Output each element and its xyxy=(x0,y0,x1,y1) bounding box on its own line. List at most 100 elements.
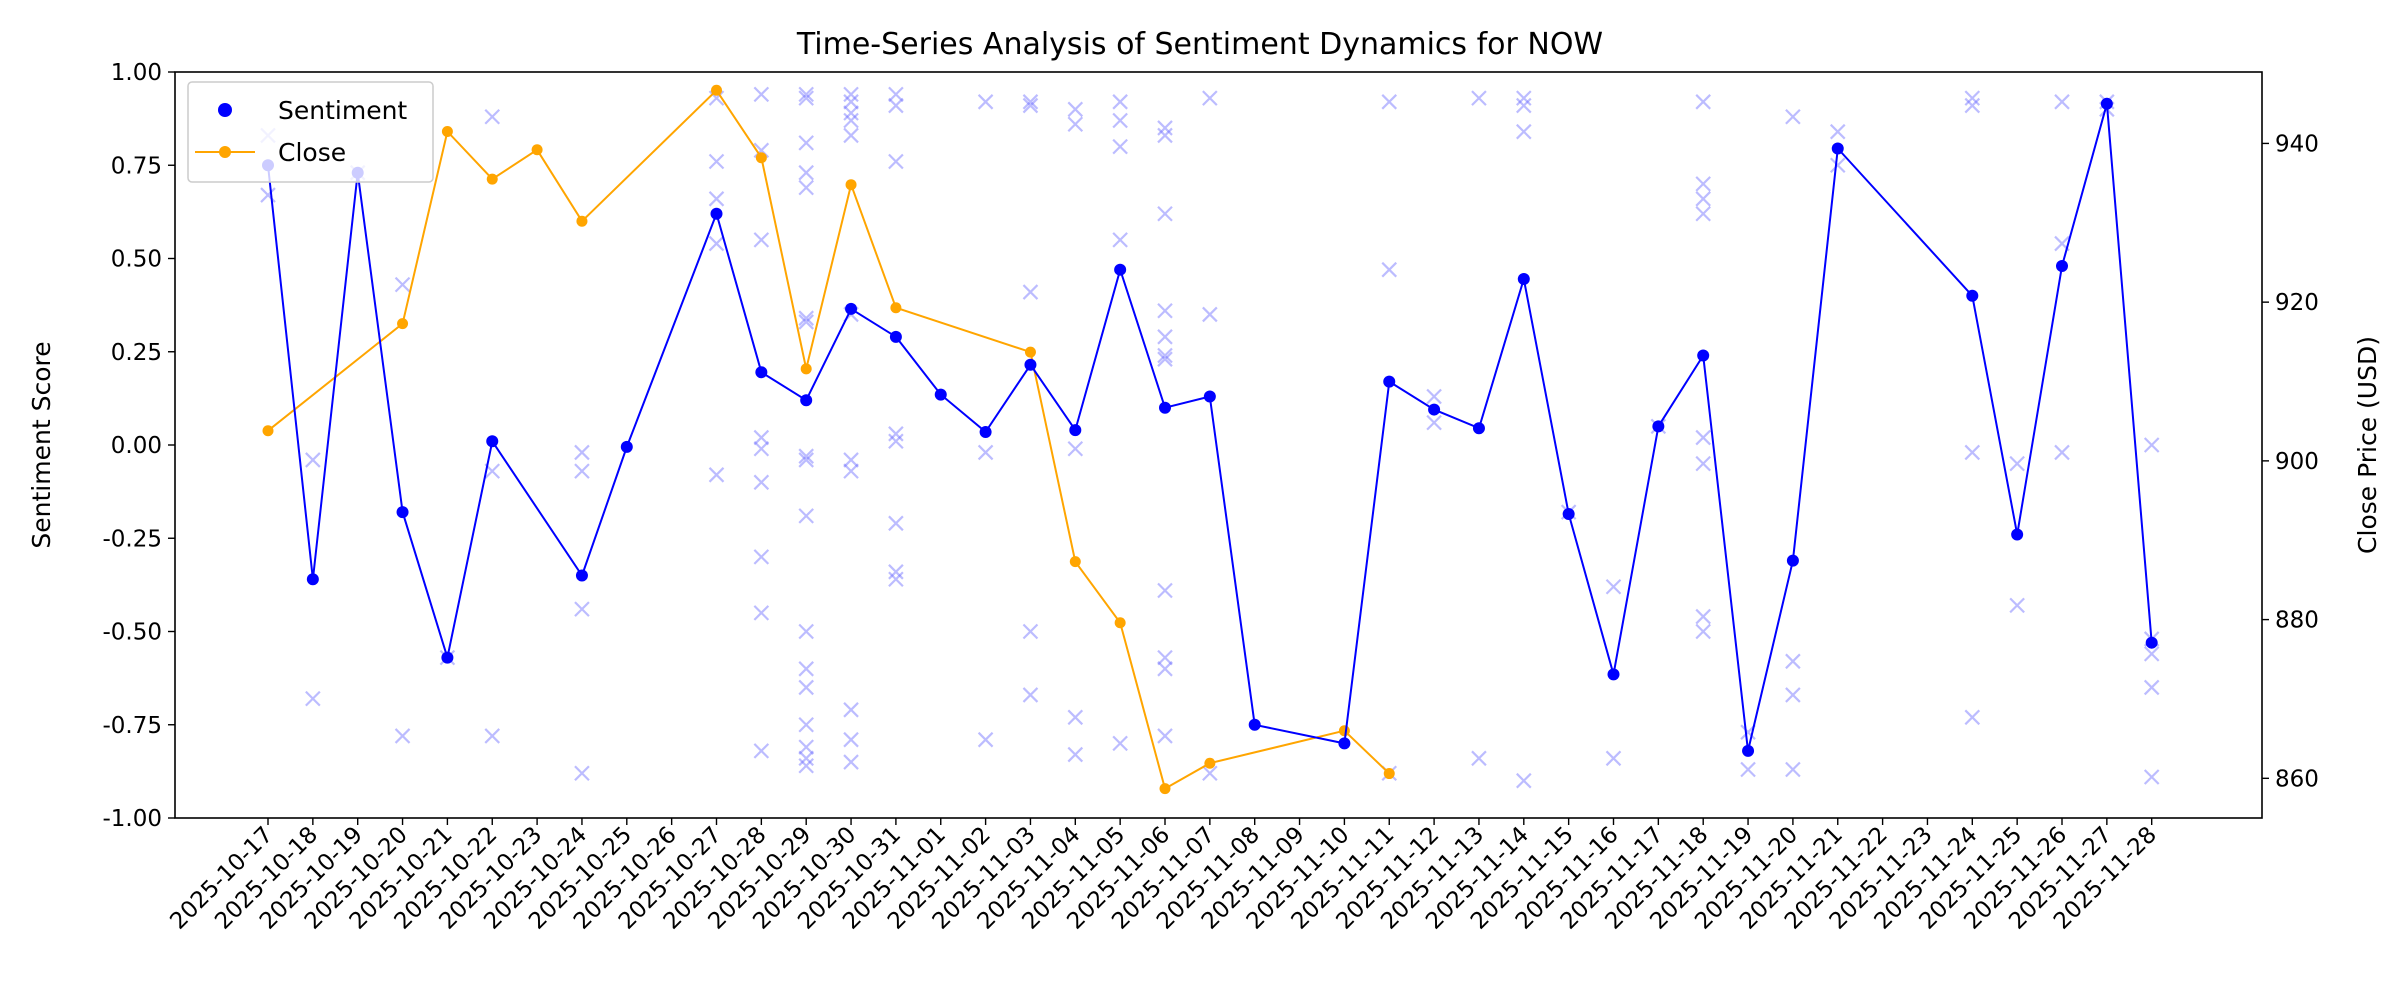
raw-sentiment-marker xyxy=(1785,108,1801,125)
raw-sentiment-marker xyxy=(2143,769,2160,785)
raw-sentiment-marker xyxy=(1112,232,1128,248)
sentiment-point xyxy=(575,569,588,582)
raw-sentiment-marker xyxy=(1516,97,1532,114)
raw-sentiment-marker xyxy=(1157,127,1173,144)
raw-sentiment-marker xyxy=(843,94,859,110)
sentiment-point xyxy=(979,425,992,438)
sentiment-point xyxy=(2011,528,2024,541)
raw-sentiment-marker xyxy=(1112,94,1128,110)
raw-sentiment-marker xyxy=(798,90,814,106)
raw-sentiment-marker xyxy=(1964,444,1981,461)
close-point xyxy=(1383,768,1395,780)
raw-sentiment-marker xyxy=(2143,437,2160,453)
close-point xyxy=(1338,725,1350,737)
raw-sentiment-marker xyxy=(798,314,814,330)
sentiment-point xyxy=(755,366,768,379)
raw-sentiment-marker xyxy=(1426,388,1442,405)
raw-sentiment-marker xyxy=(1112,138,1128,155)
raw-sentiment-marker xyxy=(977,94,994,110)
raw-sentiment-marker xyxy=(1695,608,1711,625)
close-point xyxy=(441,126,453,138)
raw-sentiment-marker xyxy=(1471,750,1487,767)
sentiment-point xyxy=(1159,401,1171,414)
raw-sentiment-marker xyxy=(843,463,859,479)
raw-sentiment-marker xyxy=(1829,123,1846,140)
y2-tick-label: 900 xyxy=(2275,449,2319,475)
legend-sentiment-label: Sentiment xyxy=(278,96,407,125)
y-tick-label: -0.75 xyxy=(102,713,162,739)
raw-sentiment-marker xyxy=(843,86,859,103)
raw-sentiment-marker xyxy=(1157,302,1173,319)
raw-sentiment-marker xyxy=(1157,329,1173,345)
raw-sentiment-marker xyxy=(1605,578,1622,595)
raw-sentiment-marker xyxy=(1157,582,1173,599)
y2-tick-label: 920 xyxy=(2275,290,2319,316)
raw-sentiment-marker xyxy=(798,661,814,677)
raw-sentiment-marker xyxy=(753,232,770,248)
sentiment-point xyxy=(1024,358,1037,371)
raw-sentiment-marker xyxy=(708,191,725,207)
sentiment-point xyxy=(2145,636,2158,649)
raw-sentiment-marker xyxy=(798,452,814,468)
raw-sentiment-marker xyxy=(843,754,859,770)
close-point xyxy=(800,363,812,375)
raw-sentiment-marker xyxy=(753,440,770,457)
raw-sentiment-marker xyxy=(1516,772,1532,789)
raw-sentiment-marker xyxy=(708,90,725,106)
raw-sentiment-marker xyxy=(2143,646,2160,662)
sentiment-point xyxy=(889,330,902,343)
raw-sentiment-marker xyxy=(574,601,590,617)
raw-sentiment-marker xyxy=(305,452,321,468)
raw-sentiment-marker xyxy=(2143,679,2160,696)
raw-sentiment-marker xyxy=(1605,750,1622,767)
raw-sentiment-marker xyxy=(753,474,770,491)
series-lines xyxy=(262,84,2158,795)
raw-sentiment-marker xyxy=(1157,120,1173,136)
sentiment-point xyxy=(845,302,858,315)
sentiment-point xyxy=(710,207,723,220)
legend-close-label: Close xyxy=(278,138,346,167)
y-axis-title-right: Close Price (USD) xyxy=(2353,336,2382,554)
raw-sentiment-marker xyxy=(1471,90,1487,106)
raw-sentiment-marker xyxy=(1202,765,1218,782)
raw-sentiment-marker xyxy=(798,623,814,640)
sentiment-point xyxy=(1966,289,1979,302)
y-axis-title-left: Sentiment Score xyxy=(27,341,56,548)
raw-sentiment-marker xyxy=(753,86,770,103)
raw-sentiment-marker xyxy=(2054,94,2070,110)
close-point xyxy=(486,173,498,185)
raw-sentiment-marker xyxy=(484,728,501,744)
raw-sentiment-marker xyxy=(1157,351,1173,367)
sentiment-point xyxy=(1248,718,1261,731)
raw-sentiment-marker xyxy=(1067,709,1084,726)
raw-sentiment-marker xyxy=(1157,649,1173,666)
y2-tick-label: 860 xyxy=(2275,766,2319,792)
raw-sentiment-marker xyxy=(1695,94,1711,110)
raw-sentiment-marker xyxy=(843,452,859,468)
sentiment-point xyxy=(620,440,633,453)
sentiment-point xyxy=(934,388,947,401)
legend-close-marker xyxy=(219,146,231,158)
close-point xyxy=(1024,346,1036,358)
raw-sentiment-marker xyxy=(888,433,904,450)
raw-sentiment-marker xyxy=(574,444,590,461)
sentiment-point xyxy=(2100,97,2113,110)
raw-sentiment-marker xyxy=(708,467,725,483)
raw-sentiment-marker xyxy=(1785,761,1801,778)
y-tick-label: 0.75 xyxy=(111,153,162,179)
sentiment-point xyxy=(306,573,319,586)
raw-sentiment-marker xyxy=(1785,653,1801,670)
raw-sentiment-marker xyxy=(843,702,859,718)
legend: Sentiment Close xyxy=(187,81,434,183)
raw-sentiment-marker xyxy=(798,135,814,151)
raw-sentiment-marker xyxy=(394,276,411,293)
sentiment-point xyxy=(1383,375,1396,388)
raw-sentiment-marker xyxy=(1157,661,1173,677)
raw-sentiment-marker xyxy=(574,463,590,479)
raw-sentiment-marker xyxy=(798,716,814,733)
raw-sentiment-marker xyxy=(798,739,814,755)
sentiment-point xyxy=(1697,349,1710,362)
raw-sentiment-marker xyxy=(753,549,770,565)
raw-sentiment-marker xyxy=(1157,347,1173,364)
raw-sentiment-marker xyxy=(2054,444,2070,461)
